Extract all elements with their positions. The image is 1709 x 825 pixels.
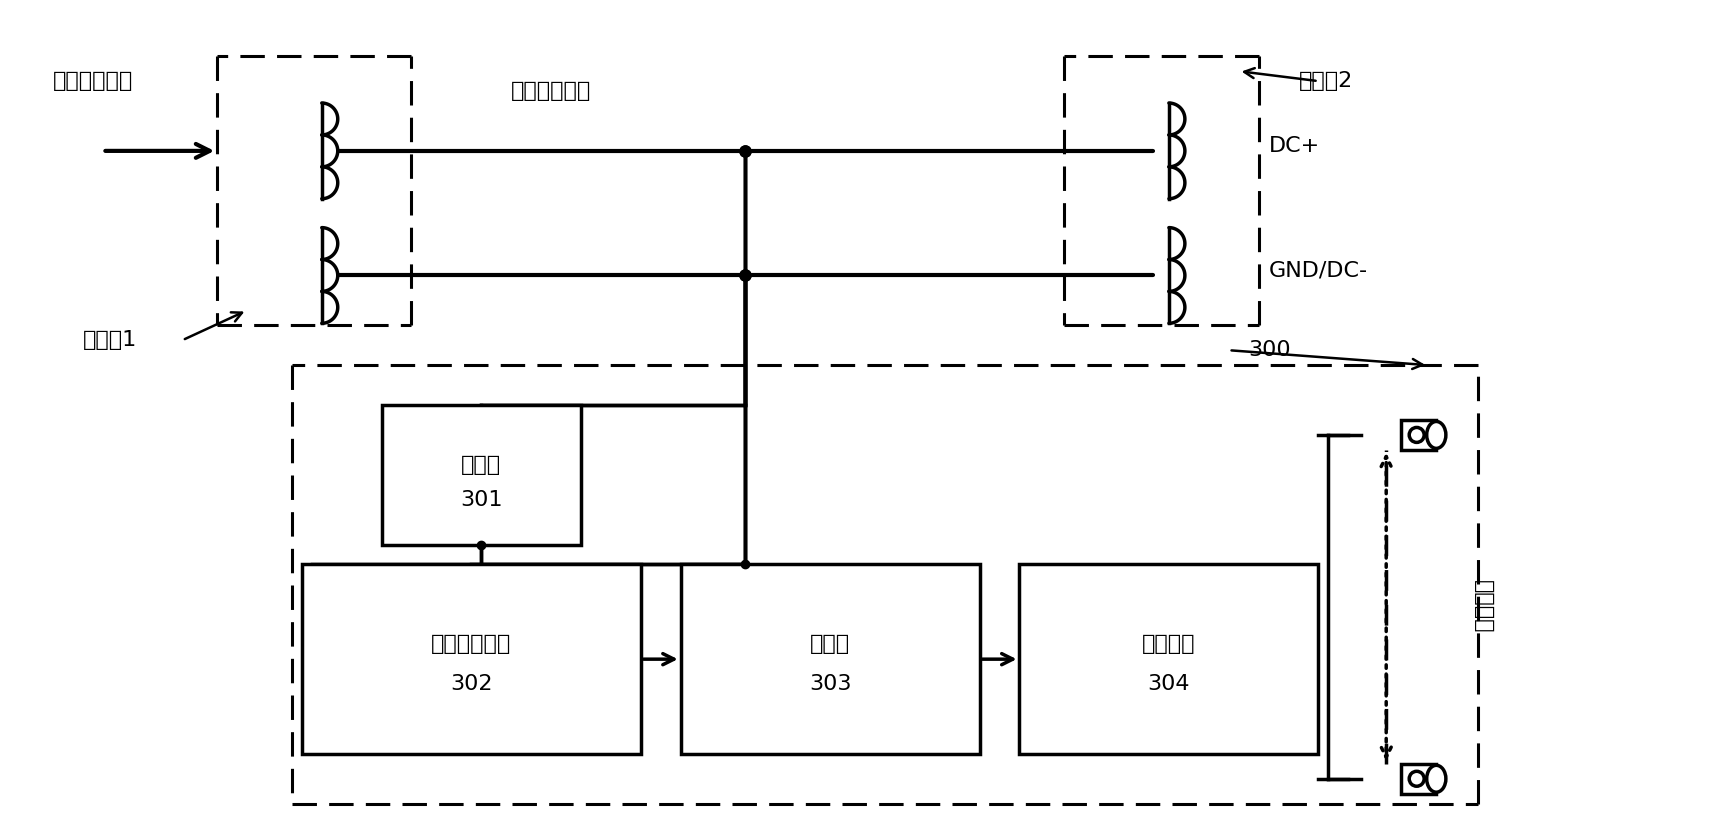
- Bar: [1401, 420, 1436, 450]
- Text: 直流端2: 直流端2: [1299, 71, 1354, 91]
- Bar: [680, 564, 979, 754]
- Bar: [302, 564, 641, 754]
- Text: 302: 302: [449, 674, 492, 694]
- Bar: [381, 405, 581, 544]
- Circle shape: [1410, 427, 1424, 442]
- Text: 电压提取模块: 电压提取模块: [431, 634, 511, 654]
- Text: 低压直流: 低压直流: [1473, 580, 1494, 634]
- Text: 变压器: 变压器: [810, 634, 849, 654]
- Ellipse shape: [1427, 422, 1446, 448]
- Text: DC+: DC+: [1268, 136, 1319, 156]
- Text: 301: 301: [460, 490, 502, 510]
- Text: GND/DC-: GND/DC-: [1268, 261, 1367, 280]
- Text: 直流输电线路: 直流输电线路: [511, 81, 591, 101]
- Bar: [1401, 764, 1436, 794]
- Text: 电容器: 电容器: [461, 455, 501, 475]
- Circle shape: [1410, 771, 1424, 786]
- Text: 304: 304: [1148, 674, 1189, 694]
- Text: 注入交流电压: 注入交流电压: [53, 71, 133, 91]
- Bar: [1020, 564, 1318, 754]
- Text: 整流模块: 整流模块: [1142, 634, 1196, 654]
- Text: 300: 300: [1249, 340, 1292, 361]
- Ellipse shape: [1427, 766, 1446, 792]
- Text: 303: 303: [808, 674, 851, 694]
- Text: 直流端1: 直流端1: [82, 330, 137, 351]
